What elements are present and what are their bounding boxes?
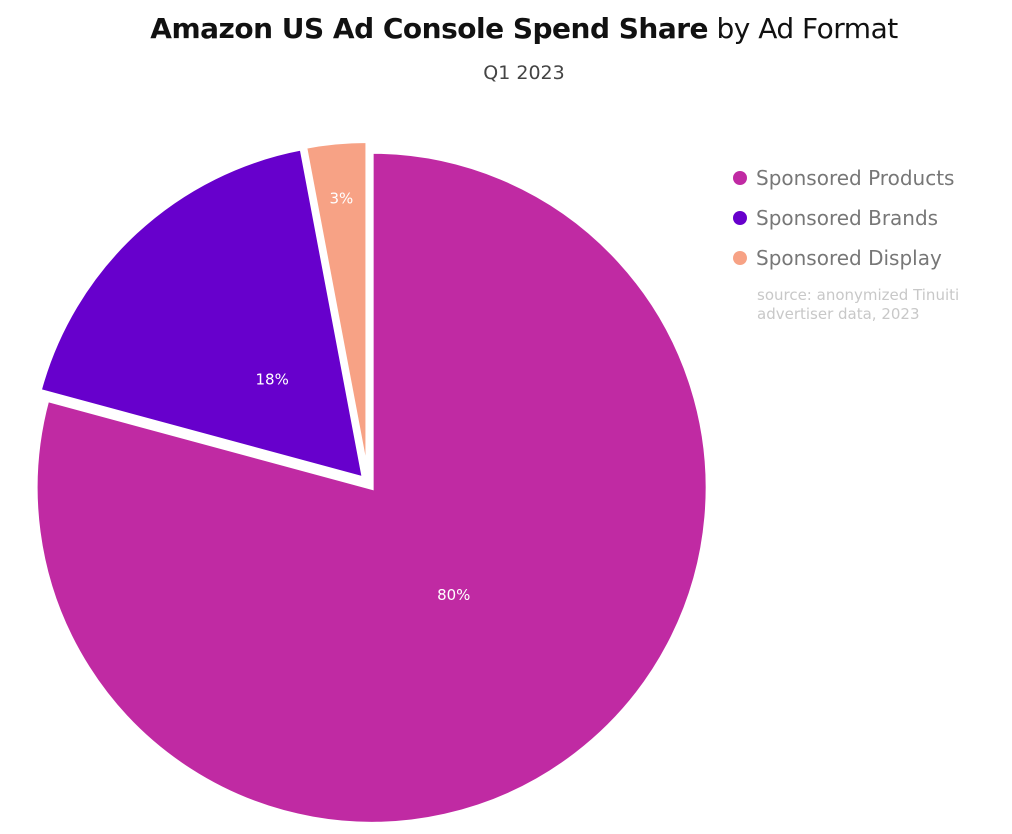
title-bold: Amazon US Ad Console Spend Share [150,12,709,45]
source-note: source: anonymized Tinuiti advertiser da… [757,286,960,323]
legend-item: Sponsored Products [733,158,954,198]
legend-item: Sponsored Brands [733,198,954,238]
chart-subtitle: Q1 2023 [483,62,565,84]
legend-label: Sponsored Brands [756,206,939,230]
pie-slice-sponsored-brands [37,146,367,482]
legend-swatch-sponsored-brands [733,211,747,225]
legend: Sponsored Products Sponsored Brands Spon… [733,158,954,278]
title-light: by Ad Format [716,12,898,45]
data-label-sponsored-display: 3% [329,190,353,208]
pie-slice-sponsored-products [33,149,710,826]
legend-item: Sponsored Display [733,238,954,278]
legend-swatch-sponsored-products [733,171,747,185]
legend-swatch-sponsored-display [733,251,747,265]
legend-label: Sponsored Products [756,166,955,190]
data-label-sponsored-brands: 18% [255,370,288,388]
data-label-sponsored-products: 80% [437,586,470,604]
pie-slice-sponsored-display [302,139,370,478]
legend-label: Sponsored Display [756,246,942,270]
page-title: Amazon US Ad Console Spend Share by Ad F… [0,12,1012,45]
